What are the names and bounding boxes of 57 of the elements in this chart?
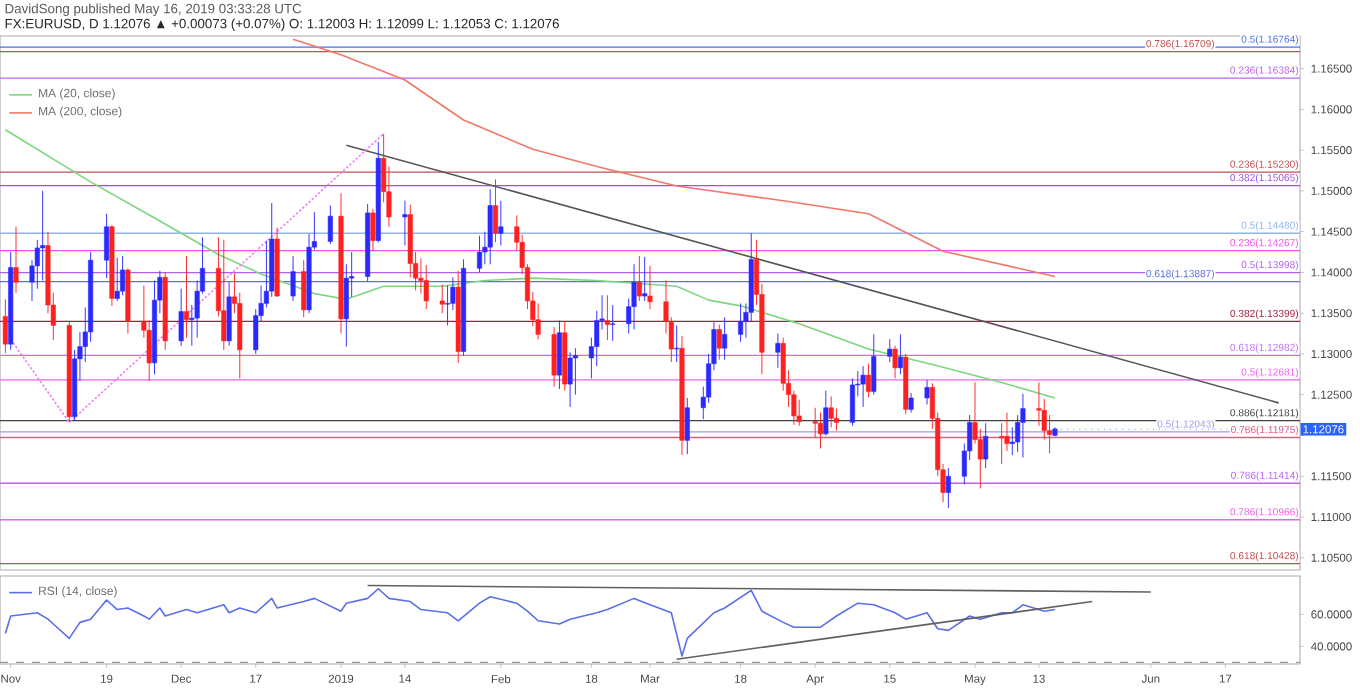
candlestick xyxy=(828,395,834,428)
candlestick xyxy=(178,288,184,347)
candlestick xyxy=(477,235,483,273)
line-series xyxy=(292,38,1056,278)
candlestick xyxy=(114,257,120,302)
candlestick xyxy=(402,200,408,246)
candlestick xyxy=(908,392,914,414)
candlestick xyxy=(104,213,110,279)
candlestick xyxy=(722,316,728,361)
candlestick xyxy=(860,365,866,408)
candlestick xyxy=(892,345,898,379)
candlestick xyxy=(631,263,637,330)
candlestick xyxy=(290,255,296,302)
candlestick xyxy=(556,320,562,390)
candlestick xyxy=(13,226,19,294)
candlestick xyxy=(183,255,190,339)
candlestick xyxy=(823,390,829,436)
candlestick xyxy=(999,422,1005,465)
candlestick xyxy=(226,281,232,347)
candlestick xyxy=(636,255,642,302)
line-series xyxy=(4,587,1056,657)
candlestick xyxy=(871,333,877,396)
candlestick xyxy=(924,379,930,405)
candlestick xyxy=(445,284,451,326)
candlestick xyxy=(775,333,781,369)
candlestick xyxy=(301,259,307,318)
candlestick xyxy=(1020,393,1026,458)
candlestick xyxy=(40,190,46,282)
candlestick xyxy=(327,205,333,245)
candlestick xyxy=(849,377,855,427)
candlestick xyxy=(818,412,824,449)
candlestick xyxy=(498,200,504,246)
candlestick xyxy=(796,399,802,427)
candlestick xyxy=(423,264,429,310)
candlestick xyxy=(221,239,227,351)
candlestick xyxy=(897,333,903,375)
candlestick xyxy=(642,256,648,302)
candlestick xyxy=(674,324,680,363)
candlestick xyxy=(716,324,722,361)
candlestick xyxy=(738,302,744,343)
candlestick xyxy=(487,188,493,265)
candlestick xyxy=(865,363,871,398)
candlestick xyxy=(684,397,690,455)
candlestick xyxy=(945,467,951,509)
candlestick xyxy=(567,351,573,408)
candlestick xyxy=(983,422,989,469)
candlestick xyxy=(647,265,653,310)
candlestick xyxy=(370,208,376,252)
candlestick xyxy=(887,338,893,363)
candlestick xyxy=(493,179,499,243)
candlestick xyxy=(120,255,126,296)
candlestick xyxy=(439,284,445,314)
candlestick xyxy=(604,294,610,341)
candlestick xyxy=(2,298,8,354)
candlestick xyxy=(610,304,616,342)
line-series xyxy=(4,128,1056,399)
candlestick xyxy=(551,326,557,388)
